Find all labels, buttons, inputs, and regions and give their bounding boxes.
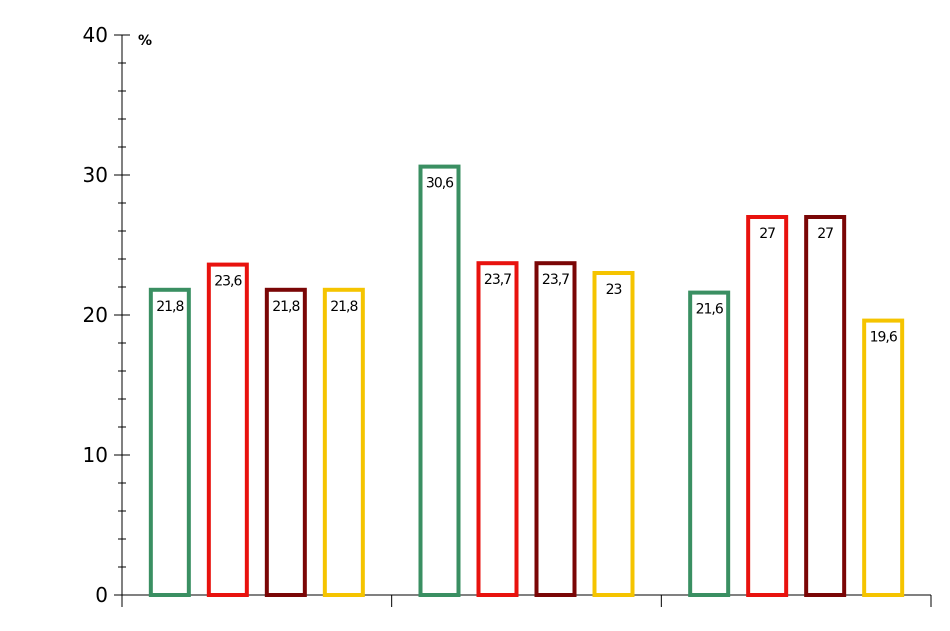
bars: 21,8 23,6 21,8 21,8 30,6 23,7 23,7 23 21,6 27 27 19… (148, 164, 905, 597)
bar-value-label: 21,8 (156, 299, 183, 315)
bar-value-label: 23 (606, 282, 622, 298)
bar-value-label: 23,7 (484, 272, 511, 288)
unit-label: % (138, 33, 152, 49)
bar-value-label: 19,6 (870, 330, 898, 346)
bar-value-label: 21,8 (330, 299, 357, 315)
bar (534, 261, 577, 597)
bar (592, 271, 635, 597)
bar-value-label: 27 (817, 226, 833, 242)
y-tick-label: 10 (83, 443, 108, 467)
bar-value-label: 30,6 (426, 176, 454, 192)
y-tick-label: 0 (95, 583, 108, 607)
bar (322, 287, 365, 597)
bar (746, 215, 789, 597)
bar-value-label: 21,6 (696, 302, 724, 318)
bar (264, 287, 307, 597)
bar-value-label: 23,6 (214, 274, 242, 290)
bar (804, 215, 847, 597)
bar-value-label: 23,7 (542, 272, 569, 288)
bar (206, 262, 249, 597)
bar-value-label: 21,8 (272, 299, 299, 315)
x-axis (121, 594, 932, 607)
bar-value-label: 27 (759, 226, 775, 242)
bar (862, 318, 905, 597)
y-tick-label: 40 (83, 23, 108, 47)
bar (148, 287, 191, 597)
bar (688, 290, 731, 597)
y-tick-label: 30 (83, 163, 108, 187)
bar (476, 261, 519, 597)
bar (418, 164, 461, 597)
y-axis: 0 10 20 30 40 (83, 23, 130, 607)
y-tick-label: 20 (83, 303, 108, 327)
